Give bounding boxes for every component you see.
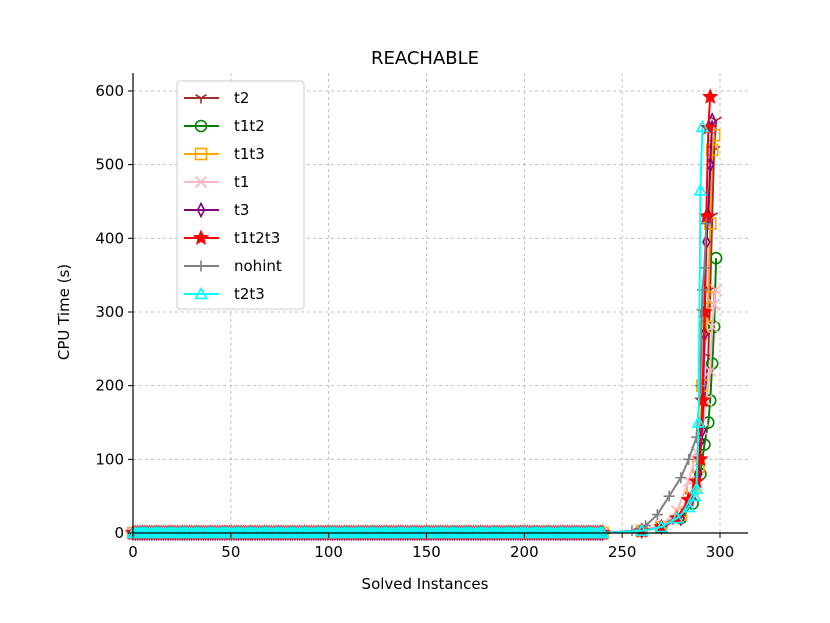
- series-line: [133, 289, 718, 534]
- data-point: [634, 523, 649, 536]
- data-point: [698, 421, 707, 439]
- series-layer: [124, 88, 723, 542]
- data-point: [681, 500, 696, 513]
- series-t1: [126, 283, 723, 540]
- y-tick-label: 300: [95, 303, 124, 321]
- data-point: [709, 251, 723, 265]
- data-point: [693, 183, 708, 196]
- data-point: [710, 283, 723, 296]
- data-point: [675, 472, 687, 484]
- axes: [132, 73, 748, 534]
- data-point: [194, 286, 208, 300]
- legend-label: t1t2: [234, 117, 265, 135]
- legend-label: t3: [234, 201, 249, 219]
- y-tick-label: 200: [95, 377, 124, 395]
- data-point: [654, 519, 669, 533]
- y-axis-title: CPU Time (s): [55, 264, 73, 360]
- x-tick-label: 50: [221, 543, 240, 561]
- data-point: [691, 431, 703, 443]
- y-tick-label: 400: [95, 229, 124, 247]
- data-point: [706, 320, 719, 333]
- x-tick-label: 100: [314, 543, 343, 561]
- x-tick-label: 0: [128, 543, 138, 561]
- y-tick-label: 0: [114, 524, 124, 542]
- data-point: [194, 175, 208, 189]
- data-point: [192, 229, 210, 246]
- data-point: [196, 201, 206, 219]
- legend-label: t2t3: [234, 285, 265, 303]
- data-point: [705, 143, 719, 157]
- data-point: [689, 481, 704, 494]
- data-point: [651, 509, 663, 521]
- x-tick-label: 250: [608, 543, 637, 561]
- data-point: [700, 218, 712, 230]
- y-tick-label: 100: [95, 450, 124, 468]
- data-point: [194, 147, 208, 161]
- x-tick-label: 200: [510, 543, 539, 561]
- data-point: [694, 380, 706, 392]
- data-point: [195, 260, 207, 272]
- series-line: [133, 127, 704, 534]
- data-point: [704, 364, 717, 377]
- data-point: [691, 415, 706, 428]
- x-axis-title: Solved Instances: [362, 575, 489, 593]
- legend-label: t2: [234, 89, 249, 107]
- y-tick-label: 500: [95, 156, 124, 174]
- x-tick-label: 300: [706, 543, 735, 561]
- data-point: [195, 94, 207, 104]
- data-point: [194, 119, 208, 133]
- data-point: [702, 88, 719, 104]
- legend-label: nohint: [234, 257, 282, 275]
- legend-label: t1t2t3: [234, 229, 280, 247]
- data-point: [670, 511, 684, 524]
- data-point: [683, 453, 695, 465]
- data-point: [687, 489, 702, 502]
- data-point: [708, 298, 721, 311]
- chart-title: REACHABLE: [371, 48, 479, 69]
- ticks: 0 50 100 150 200 250 300 0 100 200 300 400 500 600: [95, 82, 734, 561]
- y-tick-label: 600: [95, 82, 124, 100]
- x-tick-label: 150: [412, 543, 441, 561]
- data-point: [695, 119, 710, 133]
- legend-label: t1t3: [234, 145, 265, 163]
- data-point: [663, 490, 675, 502]
- legend-label: t1: [234, 173, 249, 191]
- data-point: [707, 320, 721, 334]
- legend-box: [176, 80, 305, 310]
